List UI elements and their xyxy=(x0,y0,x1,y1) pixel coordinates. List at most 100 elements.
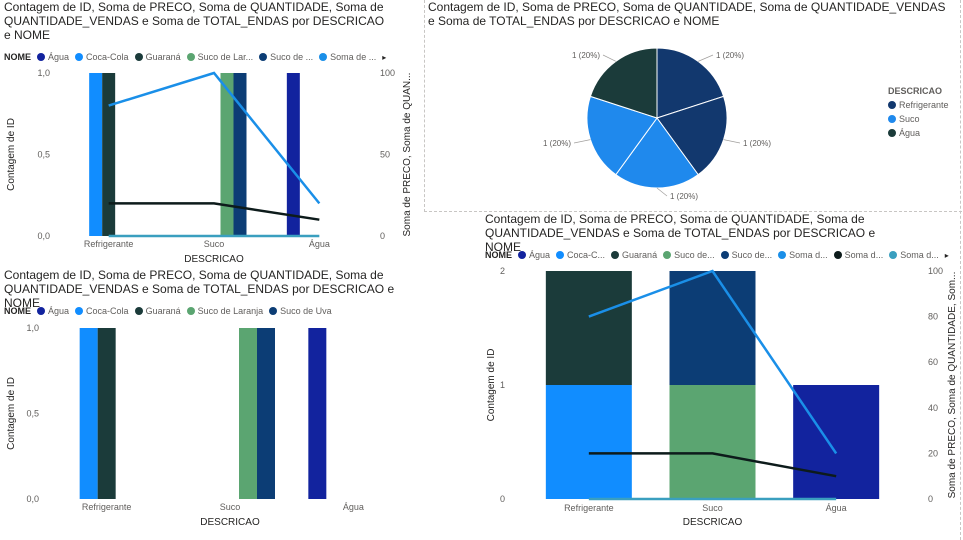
legend-dot-icon xyxy=(186,53,195,61)
visual-1-legend[interactable]: NOME Água Coca-Cola Guaraná Suco de Lar.… xyxy=(4,51,408,63)
x-tick-label: Suco xyxy=(220,502,241,512)
legend-dot-icon xyxy=(269,307,278,315)
legend-dot-icon xyxy=(556,251,565,259)
pie-data-label: 1 (20%) xyxy=(572,51,600,60)
legend-item-suco-laranja[interactable]: Suco de... xyxy=(663,250,715,260)
legend-dot-icon xyxy=(319,53,328,61)
pie-legend-item-refrigerante[interactable]: Refrigerante xyxy=(888,100,949,110)
legend-item-coca-cola[interactable]: Coca-Cola xyxy=(75,52,129,62)
legend-item-suco-laranja[interactable]: Suco de Laranja xyxy=(186,306,263,316)
y-tick-label: 0,5 xyxy=(37,150,50,160)
visual-2-border-right xyxy=(960,0,961,540)
pie-legend-title: DESCRICAO xyxy=(888,86,943,96)
pie-leader-line xyxy=(602,54,617,62)
y-tick-label: 0 xyxy=(500,494,505,504)
legend-item-agua[interactable]: Água xyxy=(518,250,550,260)
bar xyxy=(220,73,234,236)
x-axis-title: DESCRICAO xyxy=(683,517,743,528)
x-tick-label: Refrigerante xyxy=(82,502,132,512)
visual-3-legend[interactable]: NOME Água Coca-Cola Guaraná Suco de Lara… xyxy=(4,305,414,317)
legend-item-suco-uva[interactable]: Suco de Uva xyxy=(269,306,332,316)
legend-dot-icon xyxy=(518,251,526,259)
legend-item-soma-1[interactable]: Soma d... xyxy=(778,250,828,260)
legend-item-suco-laranja[interactable]: Suco de Lar... xyxy=(186,52,253,62)
y-tick-label: 0,0 xyxy=(37,231,50,241)
bar xyxy=(79,328,98,499)
legend-dot-icon xyxy=(75,53,84,61)
legend-dot-icon xyxy=(663,251,672,259)
pie-slice xyxy=(586,95,658,176)
legend-item-agua[interactable]: Água xyxy=(37,52,69,62)
y2-tick-label: 80 xyxy=(928,312,938,322)
legend-dot-icon xyxy=(889,251,898,259)
bar xyxy=(233,73,247,236)
legend-item-coca-cola[interactable]: Coca-Cola xyxy=(75,306,129,316)
legend-dot-icon xyxy=(778,251,787,259)
stacked-bar-segment xyxy=(545,271,632,385)
pie-legend-item-agua[interactable]: Água xyxy=(888,128,949,138)
legend-item-soma-2[interactable]: Soma d... xyxy=(833,250,883,260)
visual-4-legend[interactable]: NOME Água Coca-C... Guaraná Suco de... S… xyxy=(485,249,953,261)
legend-item-suco-uva[interactable]: Suco de ... xyxy=(259,52,313,62)
y-tick-label: 1 xyxy=(500,380,505,390)
y2-tick-label: 60 xyxy=(928,357,938,367)
series-line xyxy=(588,269,838,455)
y-tick-label: 0,5 xyxy=(26,409,39,419)
legend-dot-icon xyxy=(37,307,45,315)
legend-item-guarana[interactable]: Guaraná xyxy=(134,52,181,62)
chart-3-svg: 0,0 0,5 1,0 Contagem de ID Refrigerante Suco Á… xyxy=(6,323,364,528)
x-axis-title: DESCRICAO xyxy=(184,254,244,265)
visual-2[interactable]: Contagem de ID, Soma de PRECO, Soma de Q… xyxy=(424,0,963,212)
y-tick-label: 1,0 xyxy=(37,68,50,78)
x-tick-label: Água xyxy=(826,503,847,513)
pie-leader-line xyxy=(656,187,668,197)
bar xyxy=(286,73,300,236)
pie-slice xyxy=(615,117,699,189)
visual-4[interactable]: Contagem de ID, Soma de PRECO, Soma de Q… xyxy=(480,210,960,540)
y2-axis-title: Soma de PRECO, Soma de QUAN... xyxy=(402,73,413,237)
bar xyxy=(97,328,116,499)
bar xyxy=(308,328,327,499)
legend-item-guarana[interactable]: Guaraná xyxy=(134,306,181,316)
y2-axis-title: Soma de PRECO, Soma de QUANTIDADE, Som..… xyxy=(947,272,958,499)
pie-slice xyxy=(656,95,728,176)
x-tick-label: Água xyxy=(309,239,330,249)
legend-item-agua[interactable]: Água xyxy=(37,306,69,316)
legend-item-soma[interactable]: Soma de ... xyxy=(319,52,376,62)
pie-data-label: 1 (20%) xyxy=(670,192,698,201)
legend-next-arrow-icon[interactable]: ▸ xyxy=(382,52,387,62)
legend-dot-icon xyxy=(134,53,143,61)
visual-1[interactable]: Contagem de ID, Soma de PRECO, Soma de Q… xyxy=(0,0,420,268)
legend-dot-icon xyxy=(888,129,896,137)
y2-tick-label: 40 xyxy=(928,403,938,413)
pie-data-label: 1 (20%) xyxy=(716,51,744,60)
stacked-bar-segment xyxy=(669,385,756,499)
x-tick-label: Refrigerante xyxy=(84,239,134,249)
bar xyxy=(102,73,116,236)
visual-2-border-left xyxy=(424,0,425,212)
x-tick-label: Refrigerante xyxy=(564,503,614,513)
visual-3[interactable]: Contagem de ID, Soma de PRECO, Soma de Q… xyxy=(0,266,420,540)
x-tick-label: Suco xyxy=(702,503,723,513)
pie-leader-line xyxy=(698,54,714,62)
legend-dot-icon xyxy=(833,251,842,259)
legend-title: NOME xyxy=(4,306,31,316)
pie-legend-item-suco[interactable]: Suco xyxy=(888,114,949,124)
pie-legend[interactable]: DESCRICAO Refrigerante Suco Água xyxy=(888,86,949,142)
legend-dot-icon xyxy=(611,251,620,259)
legend-next-arrow-icon[interactable]: ▸ xyxy=(944,250,949,260)
chart-1-svg: 0,0 0,5 1,0 Contagem de ID Refrigerante Suco Á… xyxy=(6,68,413,265)
stacked-bar-segment xyxy=(669,271,756,385)
legend-dot-icon xyxy=(186,307,195,315)
y-axis-title: Contagem de ID xyxy=(6,377,17,450)
visual-4-title: Contagem de ID, Soma de PRECO, Soma de Q… xyxy=(485,212,876,254)
y2-tick-label: 0 xyxy=(928,494,933,504)
y2-tick-label: 0 xyxy=(380,231,385,241)
pie-leader-line xyxy=(573,139,591,144)
legend-item-suco-uva[interactable]: Suco de... xyxy=(720,250,772,260)
chart-2-svg: 1 (20%) 1 (20%) 1 (20%) 1 (20%) 1 (20%) xyxy=(543,47,771,201)
bar xyxy=(257,328,275,499)
legend-item-coca-cola[interactable]: Coca-C... xyxy=(556,250,605,260)
legend-item-guarana[interactable]: Guaraná xyxy=(611,250,657,260)
legend-item-soma-3[interactable]: Soma d... xyxy=(889,250,939,260)
